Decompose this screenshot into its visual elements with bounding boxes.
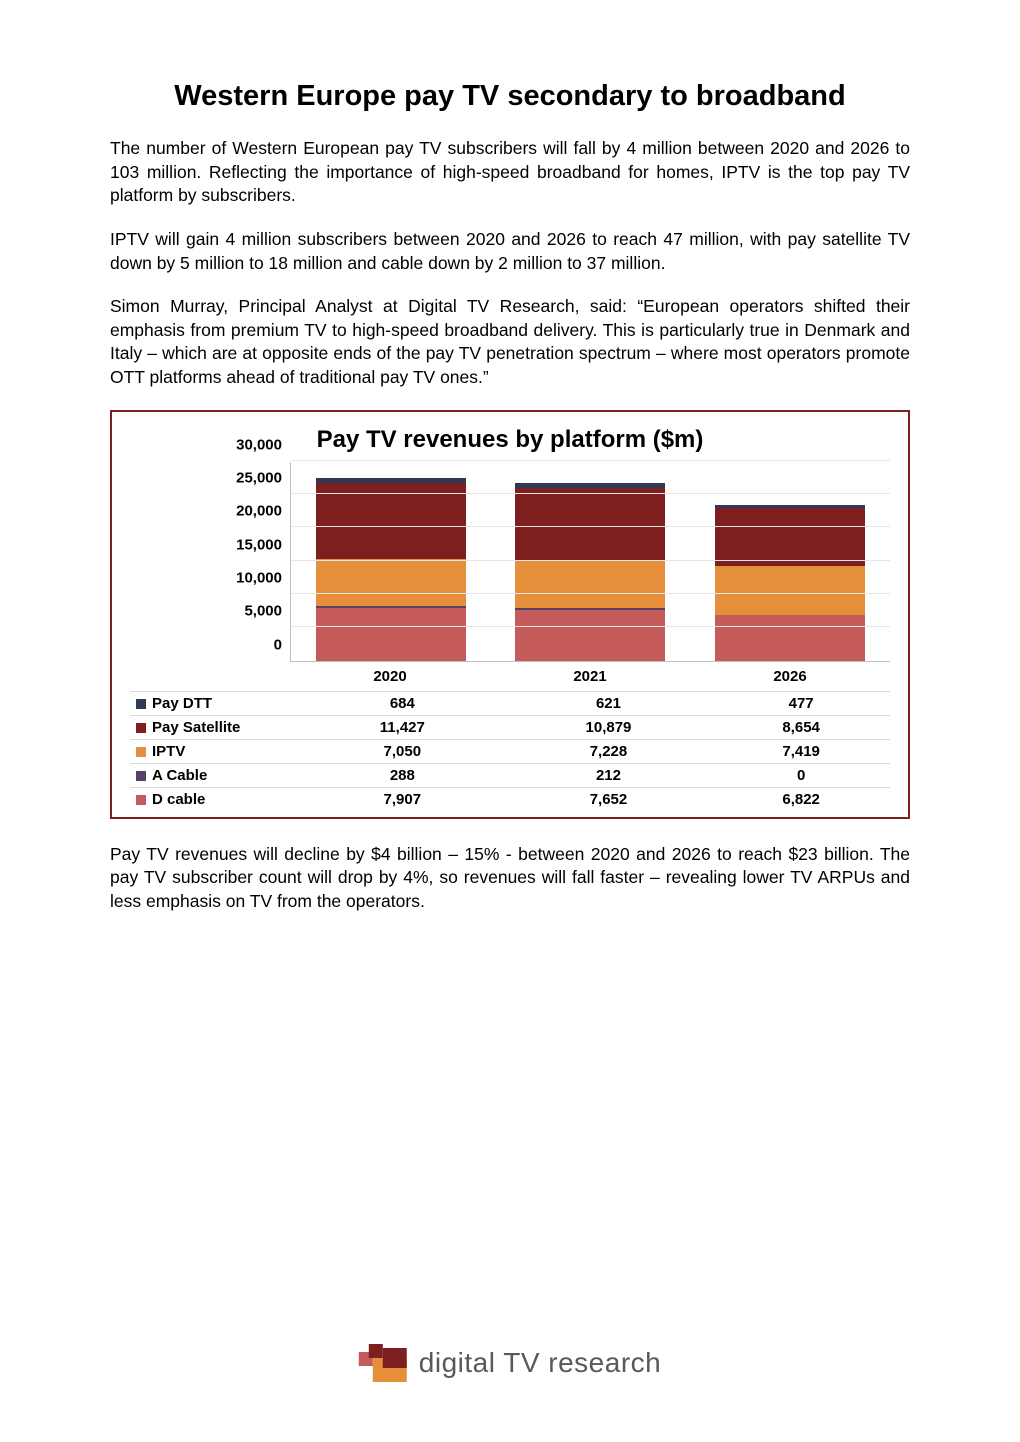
bar-column (715, 505, 865, 661)
bar-segment-d_cable (715, 615, 865, 660)
bar-segment-pay_sat (316, 483, 466, 559)
table-cell: 477 (712, 691, 890, 715)
y-tick-label: 5,000 (244, 603, 282, 620)
y-tick-label: 20,000 (236, 503, 282, 520)
x-tick-label: 2020 (315, 668, 465, 685)
legend-swatch (136, 747, 146, 757)
table-cell: 7,228 (505, 739, 713, 763)
table-cell: 10,879 (505, 715, 713, 739)
table-cell: 0 (712, 763, 890, 787)
table-cell: 8,654 (712, 715, 890, 739)
intro-paragraph-2: IPTV will gain 4 million subscribers bet… (110, 228, 910, 275)
chart-plot-area (290, 462, 890, 662)
y-tick-label: 0 (274, 636, 282, 653)
table-cell: 7,050 (300, 739, 505, 763)
table-cell: 6,822 (712, 787, 890, 811)
series-label: IPTV (152, 743, 185, 760)
bar-column (316, 478, 466, 660)
bar-segment-iptv (715, 566, 865, 615)
bar-column (515, 483, 665, 660)
chart-y-axis: 05,00010,00015,00020,00025,00030,000 (130, 462, 290, 662)
legend-swatch (136, 795, 146, 805)
chart-bars (291, 462, 890, 661)
revenue-chart: Pay TV revenues by platform ($m) 05,0001… (110, 410, 910, 819)
table-cell: 7,419 (712, 739, 890, 763)
brand-logo: digital TV research (359, 1344, 661, 1382)
y-tick-label: 10,000 (236, 569, 282, 586)
bar-segment-d_cable (316, 608, 466, 661)
series-label: Pay DTT (152, 695, 212, 712)
logo-icon (359, 1344, 407, 1382)
bar-segment-iptv (316, 559, 466, 606)
table-cell: 288 (300, 763, 505, 787)
bar-segment-d_cable (515, 610, 665, 661)
chart-data-table: Pay DTT 684621477 Pay Satellite 11,42710,87… (130, 691, 890, 811)
table-cell: 7,907 (300, 787, 505, 811)
bar-segment-pay_sat (715, 508, 865, 566)
table-cell: 621 (505, 691, 713, 715)
table-row: IPTV 7,0507,2287,419 (130, 739, 890, 763)
y-tick-label: 25,000 (236, 469, 282, 486)
table-cell: 7,652 (505, 787, 713, 811)
table-cell: 212 (505, 763, 713, 787)
table-row: Pay Satellite 11,42710,8798,654 (130, 715, 890, 739)
table-row: Pay DTT 684621477 (130, 691, 890, 715)
table-row: D cable 7,9077,6526,822 (130, 787, 890, 811)
series-label: Pay Satellite (152, 719, 240, 736)
series-label: A Cable (152, 767, 207, 784)
intro-paragraph-3: Simon Murray, Principal Analyst at Digit… (110, 295, 910, 390)
page-title: Western Europe pay TV secondary to broad… (110, 80, 910, 113)
x-tick-label: 2021 (515, 668, 665, 685)
intro-paragraph-1: The number of Western European pay TV su… (110, 137, 910, 208)
series-label: D cable (152, 791, 205, 808)
bar-segment-iptv (515, 560, 665, 608)
y-tick-label: 30,000 (236, 436, 282, 453)
bar-segment-pay_sat (515, 488, 665, 561)
legend-swatch (136, 699, 146, 709)
chart-x-labels: 2020 2021 2026 (290, 668, 890, 685)
x-tick-label: 2026 (715, 668, 865, 685)
closing-paragraph: Pay TV revenues will decline by $4 billi… (110, 843, 910, 914)
table-cell: 684 (300, 691, 505, 715)
table-row: A Cable 2882120 (130, 763, 890, 787)
logo-text: digital TV research (419, 1347, 661, 1379)
legend-swatch (136, 771, 146, 781)
legend-swatch (136, 723, 146, 733)
y-tick-label: 15,000 (236, 536, 282, 553)
table-cell: 11,427 (300, 715, 505, 739)
